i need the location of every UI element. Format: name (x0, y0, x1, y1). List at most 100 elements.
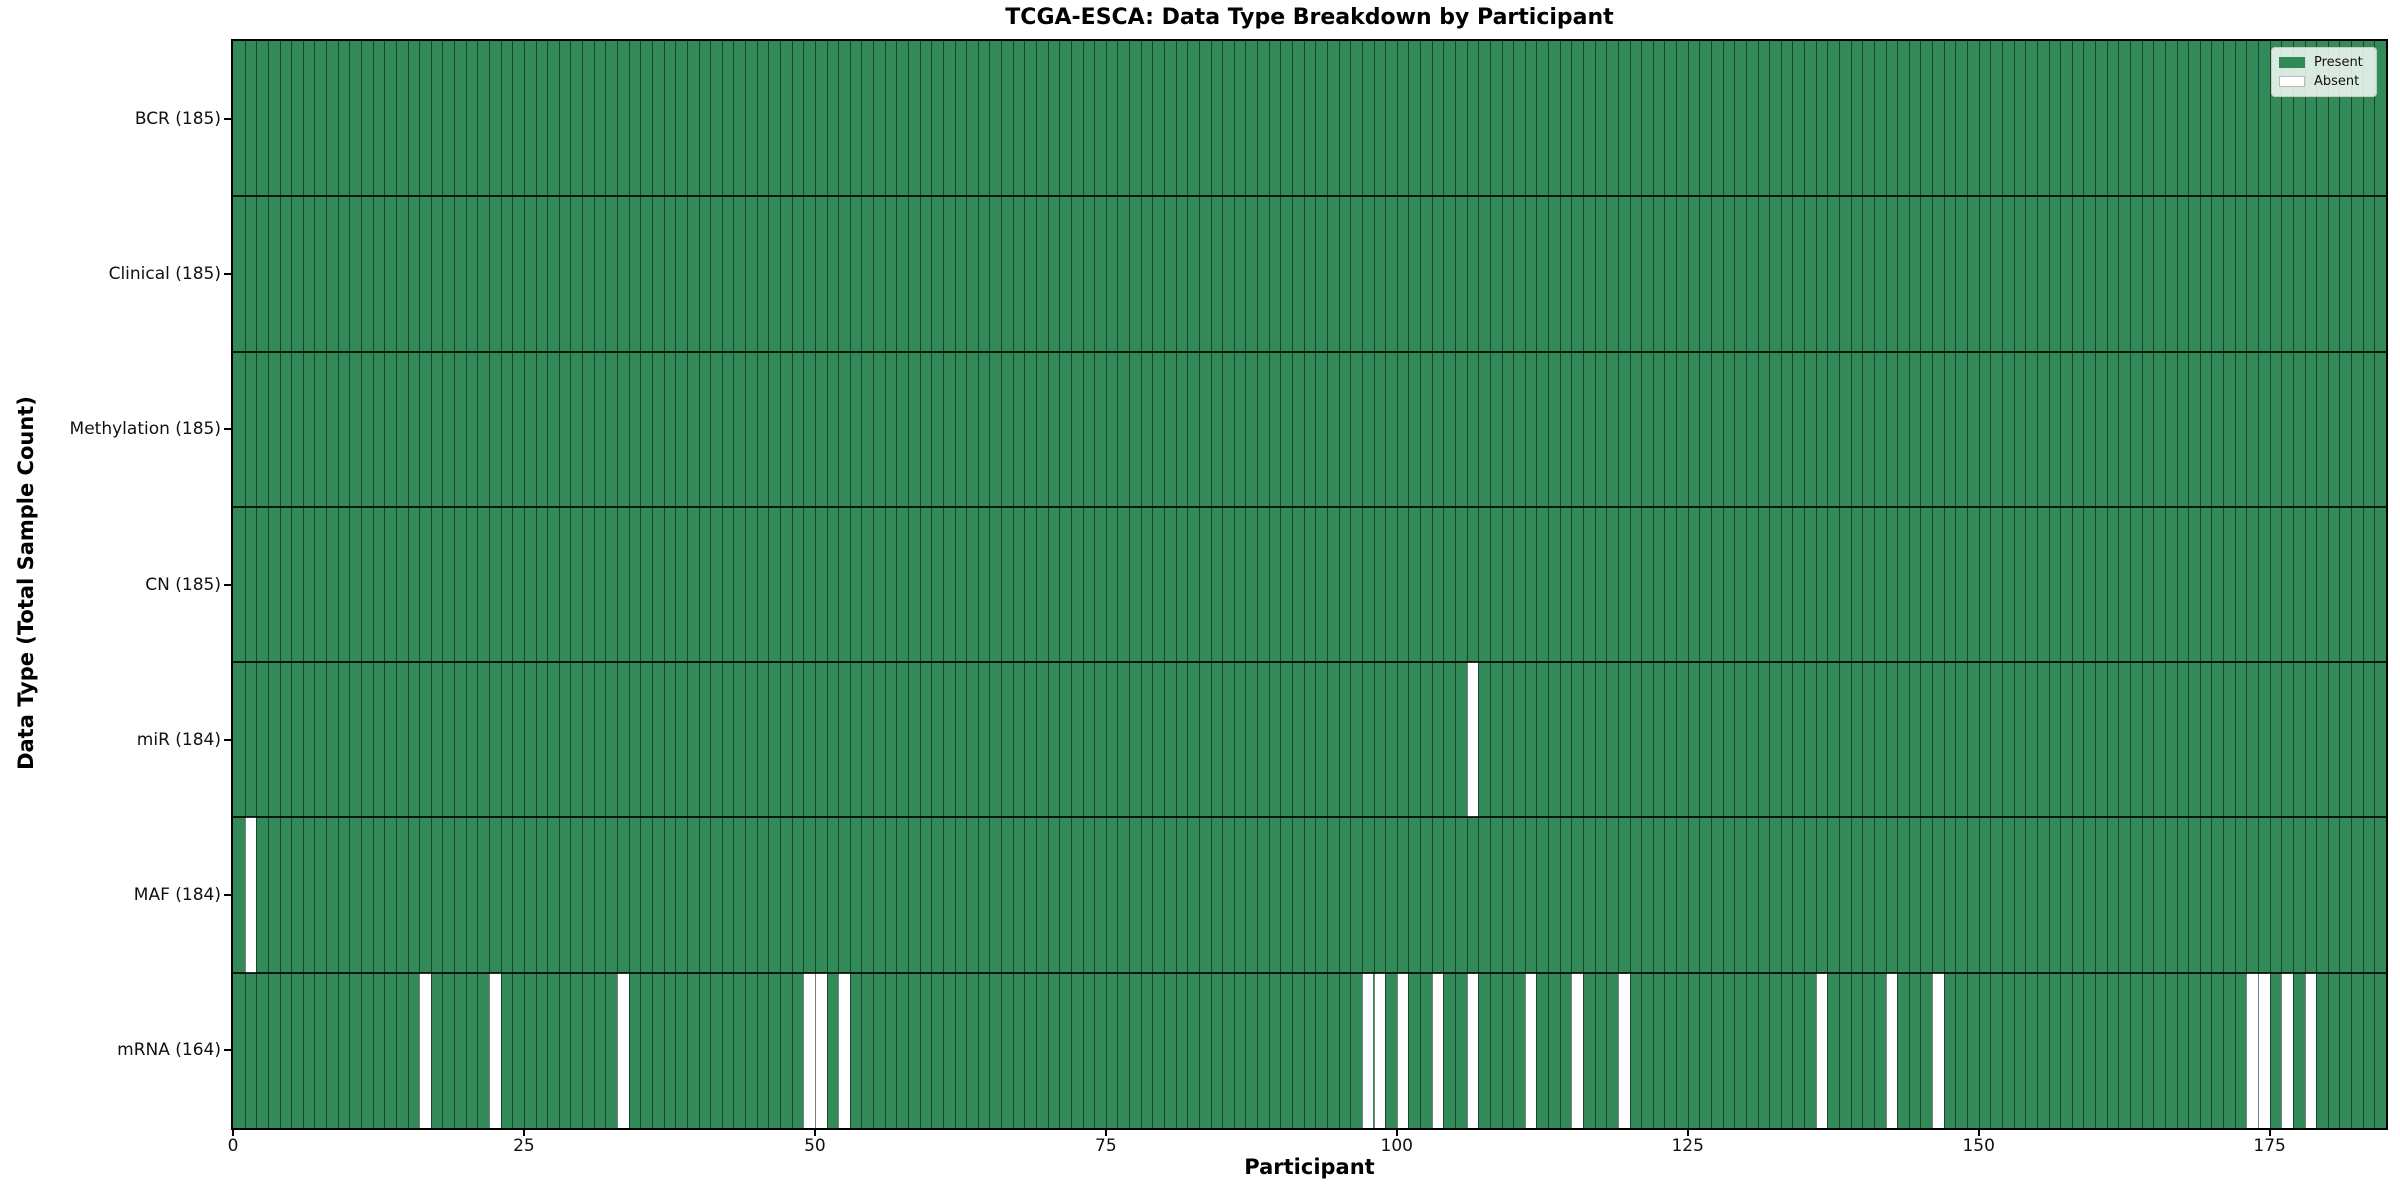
heatmap-row-CN (233, 506, 2386, 663)
column-gridline (1897, 41, 1899, 1128)
legend-label-absent: Absent (2314, 74, 2360, 89)
column-gridline (523, 41, 525, 1128)
column-gridline (500, 41, 502, 1128)
x-tick-label: 25 (513, 1136, 535, 1156)
column-gridline (349, 41, 351, 1128)
column-gridline (1932, 41, 1934, 1128)
column-gridline (2316, 41, 2318, 1128)
column-gridline (2374, 41, 2376, 1128)
column-gridline (1001, 41, 1003, 1128)
column-gridline (256, 41, 258, 1128)
column-gridline (2013, 41, 2015, 1128)
column-gridline (768, 41, 770, 1128)
y-tick-label-CN: CN (185) (145, 574, 221, 595)
column-gridline (2362, 41, 2364, 1128)
column-gridline (384, 41, 386, 1128)
x-tick-label: 50 (804, 1136, 826, 1156)
column-gridline (838, 41, 840, 1128)
column-gridline (1967, 41, 1969, 1128)
column-gridline (989, 41, 991, 1128)
column-gridline (361, 41, 363, 1128)
column-gridline (1478, 41, 1480, 1128)
column-gridline (419, 41, 421, 1128)
column-gridline (1280, 41, 1282, 1128)
x-tick (1686, 1128, 1689, 1136)
column-gridline (1140, 41, 1142, 1128)
column-gridline (1943, 41, 1945, 1128)
heatmap-row-MAF (233, 817, 2386, 973)
column-gridline (1524, 41, 1526, 1128)
column-gridline (1908, 41, 1910, 1128)
y-tick-label-mRNA: mRNA (164) (117, 1040, 221, 1061)
absent-cell (1466, 972, 1479, 1128)
column-gridline (663, 41, 665, 1128)
column-gridline (2118, 41, 2120, 1128)
column-gridline (337, 41, 339, 1128)
x-tick (1104, 1128, 1107, 1136)
absent-cell (2246, 972, 2258, 1128)
heatmap-row-BCR (233, 41, 2386, 197)
legend-entry-present: Present (2279, 53, 2370, 72)
column-gridline (2188, 41, 2190, 1128)
legend-label-present: Present (2314, 55, 2363, 70)
column-gridline (814, 41, 816, 1128)
column-gridline (907, 41, 909, 1128)
column-gridline (721, 41, 723, 1128)
column-gridline (291, 41, 293, 1128)
column-gridline (1885, 41, 1887, 1128)
y-tick (224, 1049, 232, 1052)
absent-cell (1617, 972, 1630, 1128)
row-separator (233, 350, 2386, 353)
column-gridline (1664, 41, 1666, 1128)
column-gridline (1501, 41, 1503, 1128)
column-gridline (605, 41, 607, 1128)
column-gridline (1757, 41, 1759, 1128)
heatmap-row-Clinical (233, 196, 2386, 352)
column-gridline (430, 41, 432, 1128)
y-tick (224, 117, 232, 120)
column-gridline (1978, 41, 1980, 1128)
column-gridline (314, 41, 316, 1128)
x-tick-label: 100 (1380, 1136, 1413, 1156)
column-gridline (1815, 41, 1817, 1128)
column-gridline (489, 41, 491, 1128)
column-gridline (2351, 41, 2353, 1128)
y-tick (224, 583, 232, 586)
column-gridline (1873, 41, 1875, 1128)
column-gridline (1024, 41, 1026, 1128)
absent-cell (1466, 662, 1479, 818)
column-gridline (1792, 41, 1794, 1128)
column-gridline (1780, 41, 1782, 1128)
heatmap-row-Methylation (233, 351, 2386, 507)
column-gridline (954, 41, 956, 1128)
column-gridline (1443, 41, 1445, 1128)
column-gridline (1629, 41, 1631, 1128)
column-gridline (2071, 41, 2073, 1128)
column-gridline (2257, 41, 2259, 1128)
column-gridline (1466, 41, 1468, 1128)
x-tick (1977, 1128, 1980, 1136)
column-gridline (1850, 41, 1852, 1128)
absent-cell (1885, 972, 1898, 1128)
column-gridline (1420, 41, 1422, 1128)
column-gridline (1222, 41, 1224, 1128)
column-gridline (267, 41, 269, 1128)
column-gridline (1734, 41, 1736, 1128)
column-gridline (1920, 41, 1922, 1128)
absent-swatch-icon (2279, 76, 2305, 87)
column-gridline (1164, 41, 1166, 1128)
row-separator (233, 971, 2386, 974)
column-gridline (1152, 41, 1154, 1128)
column-gridline (1582, 41, 1584, 1128)
column-gridline (2083, 41, 2085, 1128)
column-gridline (1326, 41, 1328, 1128)
x-tick (1395, 1128, 1398, 1136)
column-gridline (1513, 41, 1515, 1128)
column-gridline (1303, 41, 1305, 1128)
column-gridline (2176, 41, 2178, 1128)
column-gridline (791, 41, 793, 1128)
column-gridline (2153, 41, 2155, 1128)
column-gridline (1711, 41, 1712, 1128)
column-gridline (1804, 41, 1806, 1128)
column-gridline (2164, 41, 2166, 1128)
